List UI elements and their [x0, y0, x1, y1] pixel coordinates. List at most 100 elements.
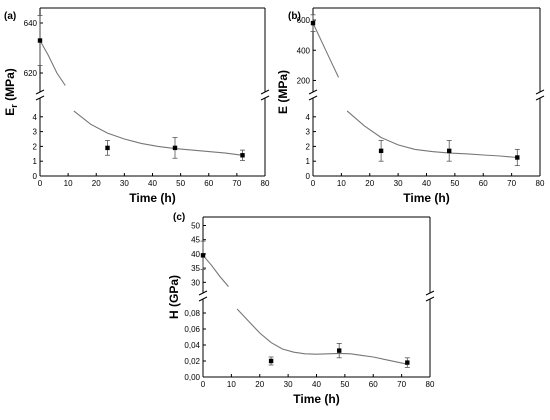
y-tick-label: 0,04 [184, 341, 200, 350]
y-tick-label: 45 [191, 236, 200, 245]
y-tick-label: 400 [297, 46, 311, 55]
y-tick-label: 50 [191, 222, 200, 231]
x-tick-label: 20 [365, 179, 374, 188]
axis-break-mark [35, 95, 45, 101]
x-tick-label: 50 [450, 179, 459, 188]
axis-break-mark [198, 296, 208, 302]
y-tick-label: 0,00 [184, 373, 200, 382]
data-point [310, 20, 316, 26]
y-axis-label-main: E (MPa) [276, 70, 290, 114]
y-tick-label: 3 [306, 128, 311, 137]
x-tick-label: 30 [120, 179, 129, 188]
axis-break-mark [535, 95, 545, 101]
x-tick-label: 80 [536, 179, 545, 188]
x-tick-label: 50 [176, 179, 185, 188]
axis-break-mark [198, 290, 208, 296]
x-tick-label: 40 [422, 179, 431, 188]
y-tick-label: 4 [306, 113, 311, 122]
axis-break-mark [260, 95, 270, 101]
axis-break-mark [308, 89, 318, 95]
y-tick-label: 640 [24, 19, 38, 28]
y-tick-label: 4 [33, 113, 38, 122]
y-tick-label: 0 [33, 172, 38, 181]
chart-panel-c: 0 10 20 30 40 50 60 70 80 0,00 0,02 0,04 0,06 0,08 30 3… [167, 212, 435, 406]
x-tick-label: 40 [312, 380, 321, 389]
x-tick-label: 30 [284, 380, 293, 389]
data-point [37, 38, 43, 43]
panel-label: (c) [173, 212, 185, 223]
data-point [268, 358, 274, 364]
y-axis-label: E (MPa) [276, 70, 290, 114]
fit-curve-lower [346, 110, 518, 159]
fit-curve-upper [312, 22, 339, 78]
x-tick-label: 40 [148, 179, 157, 188]
x-tick-label: 0 [38, 179, 43, 188]
chart-panel-a: 0 10 20 30 40 50 60 70 80 0 1 2 3 4 620 640 Time (h) Er (… [3, 7, 270, 205]
chart-panel-b: 0 10 20 30 40 50 60 70 80 0 1 2 3 4 200 400 600 Time (h) E… [276, 7, 545, 205]
axis-break-mark [425, 296, 435, 302]
y-tick-label: 1 [33, 157, 38, 166]
y-axis-label: Er (MPa) [3, 68, 19, 116]
data-point [105, 145, 110, 151]
axis-break-mark [260, 89, 270, 95]
data-point [337, 348, 342, 353]
x-tick-label: 60 [479, 179, 488, 188]
y-axis-label-main: E [3, 108, 17, 116]
y-tick-label: 620 [24, 69, 38, 78]
x-tick-label: 10 [337, 179, 346, 188]
x-tick-label: 10 [227, 380, 236, 389]
x-tick-label: 30 [394, 179, 403, 188]
x-tick-label: 0 [201, 380, 206, 389]
y-tick-label: 2 [306, 142, 311, 151]
axis-break-mark [35, 89, 45, 95]
y-axis-label-unit: (MPa) [3, 68, 17, 104]
y-tick-label: 2 [33, 142, 38, 151]
fit-curve-lower [73, 110, 243, 156]
panel-label: (a) [4, 11, 16, 22]
y-tick-label: 0,08 [184, 309, 200, 318]
x-tick-label: 50 [340, 380, 349, 389]
y-tick-label: 40 [191, 250, 200, 259]
axis-break-mark [535, 89, 545, 95]
x-tick-label: 60 [369, 380, 378, 389]
y-axis-label-main: H (GPa) [167, 275, 181, 319]
data-point [200, 253, 206, 258]
fit-curve-upper [202, 254, 229, 287]
fit-curve-lower [236, 308, 408, 365]
x-axis-label: Time (h) [403, 191, 449, 205]
y-axis-label-sub: r [9, 104, 19, 108]
x-tick-label: 70 [232, 179, 241, 188]
x-tick-label: 0 [311, 179, 316, 188]
y-tick-label: 30 [191, 278, 200, 287]
x-tick-label: 20 [92, 179, 101, 188]
axis-break-mark [425, 290, 435, 296]
x-axis-label: Time (h) [293, 392, 339, 406]
fit-curve-upper [39, 40, 66, 86]
y-tick-label: 0,02 [184, 357, 200, 366]
data-point [405, 360, 410, 365]
x-axis-label: Time (h) [129, 191, 175, 205]
y-tick-label: 35 [191, 264, 200, 273]
y-axis-label: H (GPa) [167, 275, 181, 319]
y-tick-label: 0,06 [184, 325, 200, 334]
y-tick-label: 600 [297, 16, 311, 25]
x-tick-label: 60 [204, 179, 213, 188]
y-tick-label: 200 [297, 76, 311, 85]
data-point [240, 153, 245, 158]
data-point [447, 148, 452, 154]
x-tick-label: 70 [507, 179, 516, 188]
x-tick-label: 20 [255, 380, 264, 389]
y-tick-label: 0 [306, 172, 311, 181]
x-tick-label: 70 [397, 380, 406, 389]
x-tick-label: 80 [426, 380, 435, 389]
x-tick-label: 10 [64, 179, 73, 188]
data-point [172, 145, 178, 151]
axis-break-mark [308, 95, 318, 101]
panel-label: (b) [288, 11, 301, 22]
y-tick-label: 1 [306, 157, 311, 166]
data-point [378, 148, 384, 154]
data-point [515, 155, 520, 160]
y-tick-label: 3 [33, 128, 38, 137]
x-tick-label: 80 [261, 179, 270, 188]
